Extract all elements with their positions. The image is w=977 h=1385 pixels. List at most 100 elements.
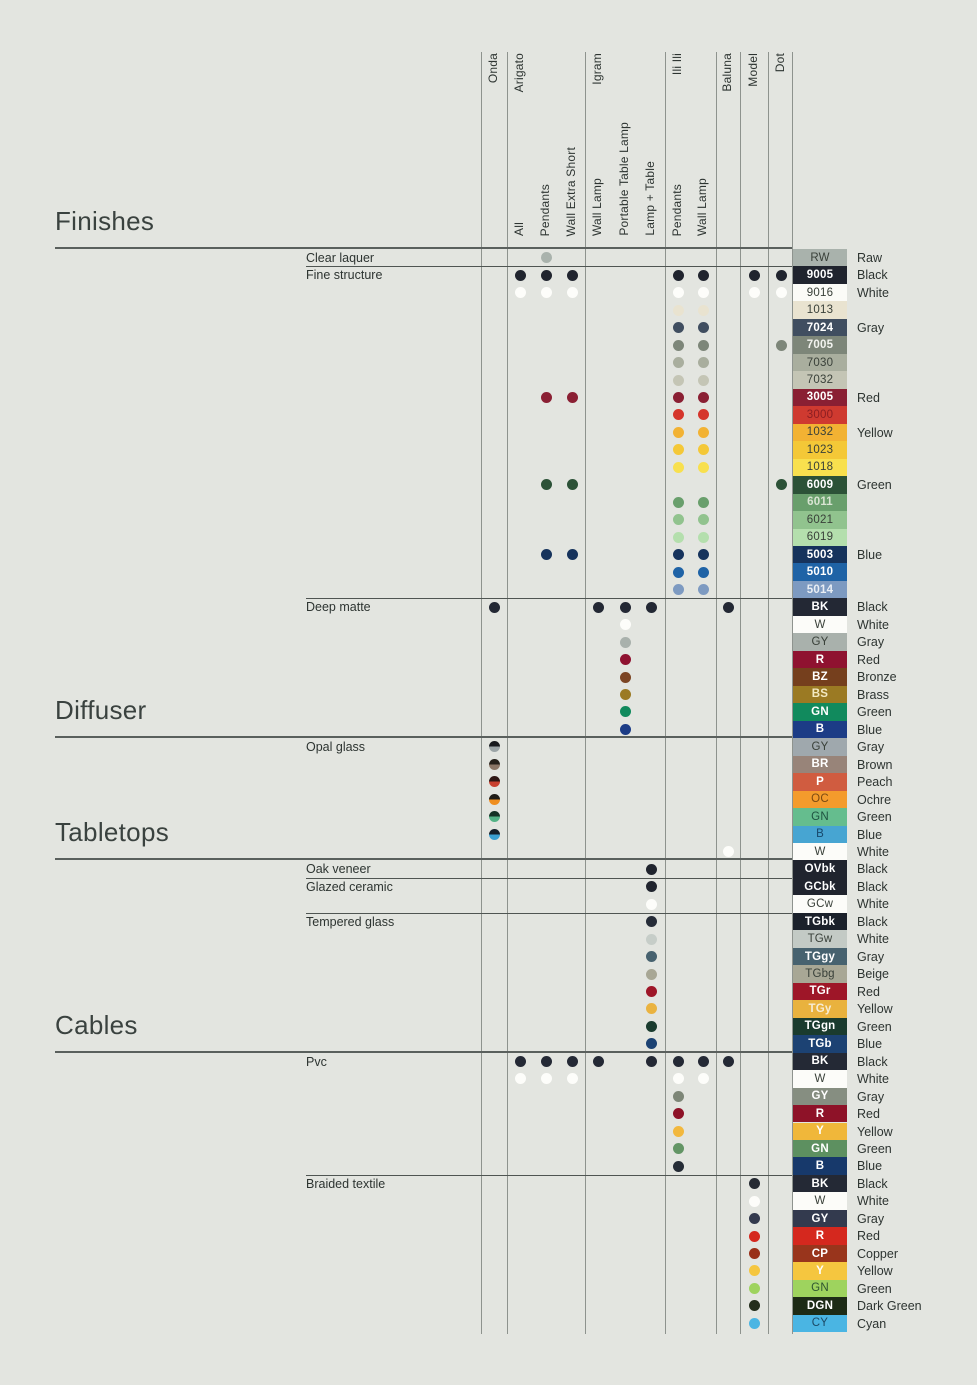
color-chip-oak-veneer-ovbk: OVbk — [793, 860, 847, 878]
availability-dot — [748, 1213, 760, 1225]
color-chip-fine-structure-5014: 5014 — [793, 580, 847, 599]
color-chip-fine-structure-9016: 9016 — [793, 283, 847, 302]
color-name: White — [857, 617, 889, 632]
grid-vline — [768, 52, 769, 1334]
availability-dot — [672, 566, 684, 578]
color-name: White — [857, 897, 889, 912]
availability-dot — [697, 496, 709, 508]
availability-dot — [672, 549, 684, 561]
grid-vline — [585, 52, 586, 1334]
availability-dot — [748, 1300, 760, 1312]
availability-dot — [619, 636, 631, 648]
availability-dot — [697, 269, 709, 281]
color-name: Brass — [857, 687, 889, 702]
color-chip-deep-matte-gy: GY — [793, 633, 847, 651]
color-name: Red — [857, 984, 880, 999]
color-chip-tempered-glass-tgy: TGy — [793, 1000, 847, 1018]
availability-dot — [748, 1195, 760, 1207]
color-chip-braided-textile-cy: CY — [793, 1314, 847, 1333]
color-name: Blue — [857, 827, 883, 842]
availability-dot — [722, 601, 734, 613]
color-name: Green — [857, 1019, 892, 1034]
color-name: Dark Green — [857, 1299, 922, 1314]
availability-dot — [645, 951, 657, 963]
availability-dot — [566, 479, 578, 491]
availability-dot — [748, 1282, 760, 1294]
color-chip-braided-textile-w: W — [793, 1192, 847, 1210]
color-chip-opal-glass-p: P — [793, 773, 847, 791]
color-chip-fine-structure-5010: 5010 — [793, 563, 847, 581]
color-chip-glazed-ceramic-gcbk: GCbk — [793, 877, 847, 896]
availability-dot — [697, 391, 709, 403]
row-group-label-oak-veneer: Oak veneer — [306, 862, 371, 877]
availability-dot — [566, 269, 578, 281]
availability-dot — [697, 287, 709, 299]
availability-dot — [566, 549, 578, 561]
color-chip-opal-glass-w: W — [793, 842, 847, 861]
availability-dot — [672, 391, 684, 403]
product-header-baluna: Baluna — [720, 53, 734, 92]
availability-dot — [672, 514, 684, 526]
availability-dot — [540, 287, 552, 299]
section-rule — [55, 1050, 792, 1053]
availability-dot — [697, 584, 709, 596]
color-chip-deep-matte-w: W — [793, 615, 847, 634]
color-chip-pvc-b: B — [793, 1157, 847, 1175]
color-chip-deep-matte-r: R — [793, 650, 847, 669]
color-name: White — [857, 1072, 889, 1087]
color-chip-braided-textile-cp: CP — [793, 1244, 847, 1263]
color-name: Ochre — [857, 792, 892, 807]
availability-dot — [540, 252, 552, 264]
color-chip-braided-textile-gn: GN — [793, 1279, 847, 1298]
availability-dot — [645, 985, 657, 997]
color-chip-tempered-glass-tgb: TGb — [793, 1035, 847, 1053]
availability-dot — [748, 1265, 760, 1277]
availability-dot — [514, 287, 526, 299]
color-name: White — [857, 844, 889, 859]
availability-dot — [488, 811, 500, 823]
color-chip-clear-laquer-rw: RW — [793, 249, 847, 267]
color-chip-deep-matte-gn: GN — [793, 703, 847, 721]
availability-dot — [645, 1020, 657, 1032]
color-chip-pvc-gy: GY — [793, 1087, 847, 1106]
color-name: Brown — [857, 757, 893, 772]
color-chip-fine-structure-1032: 1032 — [793, 423, 847, 442]
availability-dot — [514, 1073, 526, 1085]
color-name: Yellow — [857, 1002, 893, 1017]
availability-dot — [697, 514, 709, 526]
availability-dot — [672, 1090, 684, 1102]
color-chip-tempered-glass-tggy: TGgy — [793, 947, 847, 966]
availability-dot — [748, 1317, 760, 1329]
availability-dot — [697, 426, 709, 438]
availability-dot — [488, 828, 500, 840]
availability-dot — [672, 1108, 684, 1120]
color-name: Green — [857, 810, 892, 825]
color-chip-tempered-glass-tgr: TGr — [793, 982, 847, 1001]
availability-dot — [645, 968, 657, 980]
availability-dot — [645, 1055, 657, 1067]
color-name: Copper — [857, 1246, 898, 1261]
availability-dot — [540, 549, 552, 561]
color-chip-fine-structure-9005: 9005 — [793, 266, 847, 284]
availability-dot — [672, 1055, 684, 1067]
grid-vline — [792, 52, 793, 1334]
availability-dot — [619, 671, 631, 683]
availability-dot — [672, 304, 684, 316]
availability-dot — [514, 269, 526, 281]
color-chip-pvc-bk: BK — [793, 1052, 847, 1071]
row-group-label-deep-matte: Deep matte — [306, 600, 371, 615]
availability-dot — [566, 391, 578, 403]
availability-dot — [697, 1073, 709, 1085]
availability-dot — [592, 1055, 604, 1067]
color-name: Yellow — [857, 425, 893, 440]
availability-dot — [645, 916, 657, 928]
color-chip-pvc-r: R — [793, 1105, 847, 1123]
availability-dot — [672, 444, 684, 456]
availability-dot — [672, 357, 684, 369]
color-chip-fine-structure-7005: 7005 — [793, 336, 847, 354]
color-name: Yellow — [857, 1124, 893, 1139]
variant-header-ili-ili-pendants: Pendants — [670, 183, 684, 236]
color-name: Yellow — [857, 1264, 893, 1279]
color-chip-tempered-glass-tgbg: TGbg — [793, 965, 847, 983]
color-name: Gray — [857, 949, 885, 964]
